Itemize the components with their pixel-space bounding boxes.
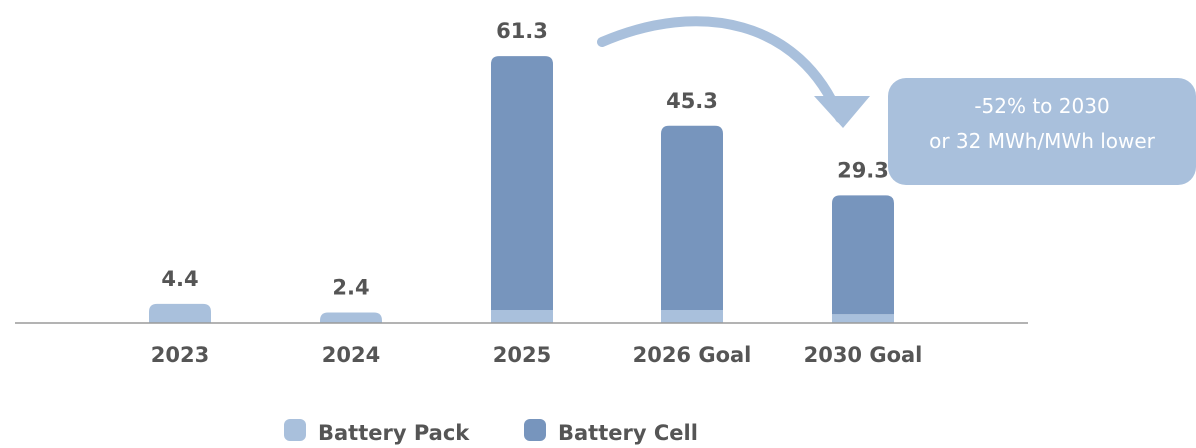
category-labels: 2023 2024 2025 2026 Goal 2030 Goal xyxy=(151,343,923,367)
trend-arrowhead xyxy=(814,96,870,128)
callout-line-2: or 32 MWh/MWh lower xyxy=(929,129,1156,153)
bar-battery-cell-2026-goal xyxy=(661,125,723,310)
callout-box: -52% to 2030 or 32 MWh/MWh lower xyxy=(888,78,1196,185)
data-label-2026-goal: 45.3 xyxy=(666,89,718,113)
legend-swatch-battery-cell xyxy=(524,419,546,441)
callout-line-1: -52% to 2030 xyxy=(974,94,1109,118)
legend-label-battery-cell: Battery Cell xyxy=(558,421,698,445)
bar-battery-cell-2025 xyxy=(491,56,553,310)
bar-battery-pack-2026-goal xyxy=(661,309,723,323)
legend: Battery Pack Battery Cell xyxy=(284,419,698,445)
legend-label-battery-pack: Battery Pack xyxy=(318,421,470,445)
data-label-2030-goal: 29.3 xyxy=(837,158,889,182)
bar-battery-pack-2023 xyxy=(149,303,211,323)
data-label-2024: 2.4 xyxy=(332,276,369,300)
x-tick-label-2023: 2023 xyxy=(151,343,209,367)
bars-layer xyxy=(149,56,894,323)
bar-battery-cell-2030-goal xyxy=(832,195,894,315)
data-label-2023: 4.4 xyxy=(161,267,198,291)
x-tick-label-2030-goal: 2030 Goal xyxy=(804,343,923,367)
x-tick-label-2026-goal: 2026 Goal xyxy=(633,343,752,367)
bar-battery-pack-2030-goal xyxy=(832,314,894,323)
x-tick-label-2024: 2024 xyxy=(322,343,380,367)
bar-battery-pack-2024 xyxy=(320,312,382,323)
trend-arrow xyxy=(597,16,845,123)
legend-swatch-battery-pack xyxy=(284,419,306,441)
data-label-2025: 61.3 xyxy=(496,19,548,43)
value-labels: 4.4 2.4 61.3 45.3 29.3 xyxy=(161,19,889,299)
x-tick-label-2025: 2025 xyxy=(493,343,551,367)
bar-battery-pack-2025 xyxy=(491,309,553,323)
